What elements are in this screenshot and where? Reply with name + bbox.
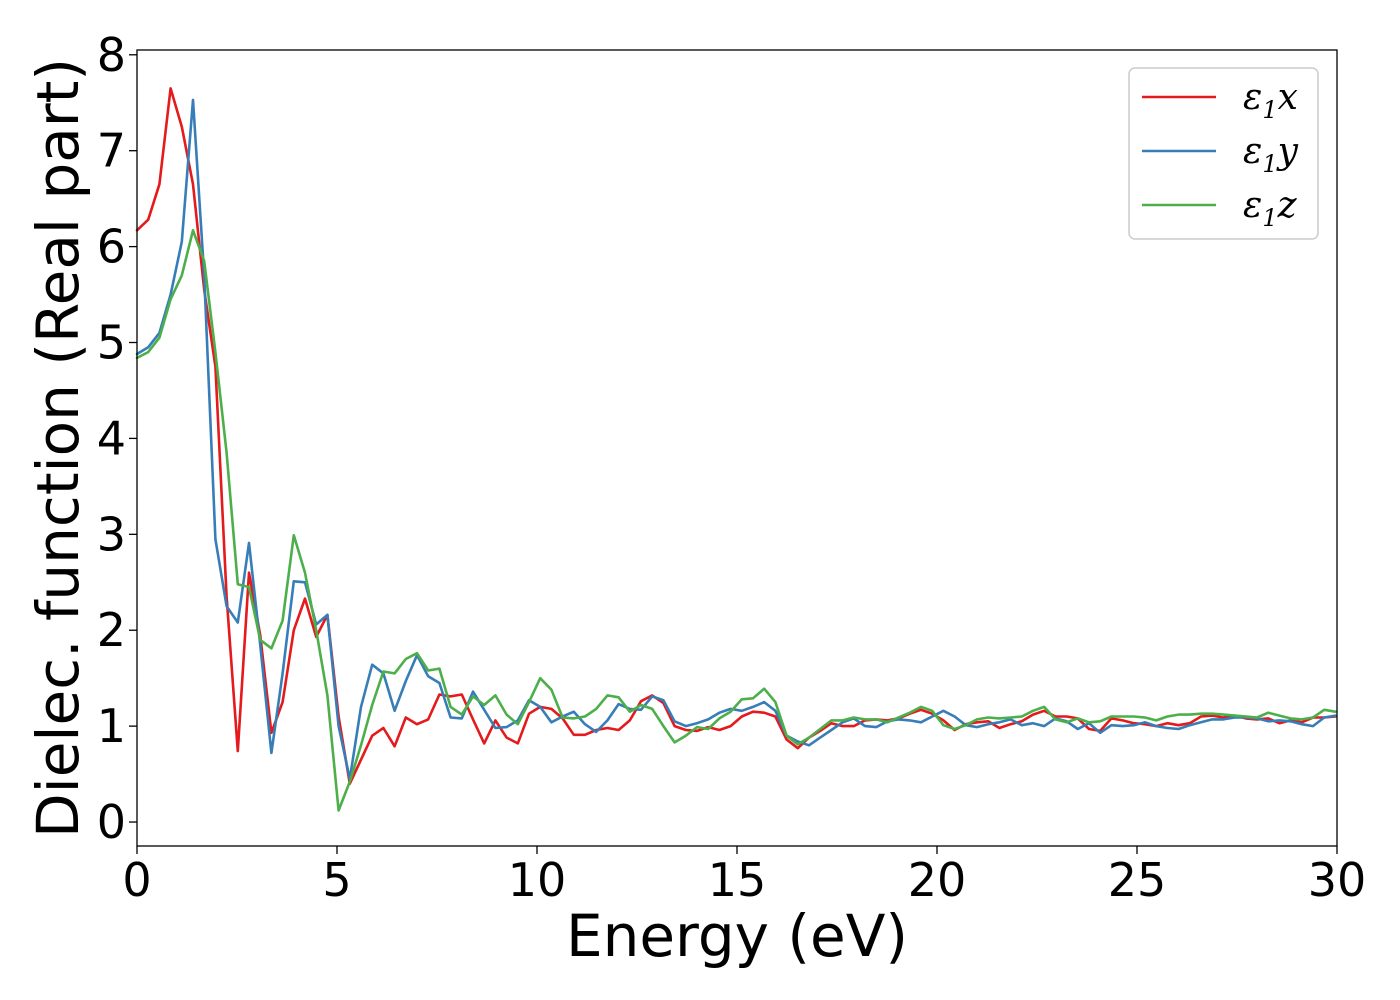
plot-lines — [135, 87, 1337, 812]
legend-box — [1128, 67, 1319, 240]
x-tick-label: 30 — [1308, 853, 1367, 907]
x-tick-label: 5 — [322, 853, 351, 907]
x-tick-label: 15 — [708, 853, 767, 907]
x-tick-label: 0 — [122, 853, 151, 907]
x-tick-label: 10 — [508, 853, 567, 907]
y-tick-label: 2 — [97, 603, 126, 657]
y-tick-label: 6 — [97, 220, 126, 274]
y-tick-label: 5 — [97, 316, 126, 370]
y-tick-label: 1 — [97, 699, 126, 753]
y-tick-label: 4 — [97, 411, 126, 465]
x-axis: 0 5 10 15 20 25 30 — [122, 846, 1366, 907]
x-tick-label: 20 — [908, 853, 967, 907]
x-tick-label: 25 — [1108, 853, 1167, 907]
legend-label-z: ε1z — [1243, 185, 1298, 232]
series-line-z — [135, 229, 1337, 812]
x-axis-title: Energy (eV) — [566, 902, 908, 970]
y-axis-title: Dielec. function (Real part) — [24, 58, 92, 838]
legend-label-y: ε1y — [1243, 131, 1299, 178]
y-tick-label: 3 — [97, 507, 126, 561]
legend: ε1x ε1y ε1z — [1128, 67, 1319, 240]
y-tick-label: 8 — [97, 28, 126, 82]
y-tick-label: 7 — [97, 124, 126, 178]
y-tick-label: 0 — [97, 795, 126, 849]
legend-label-x: ε1x — [1243, 77, 1298, 124]
y-axis: 0 1 2 3 4 5 6 7 8 — [97, 28, 137, 849]
series-line-y — [135, 98, 1337, 781]
